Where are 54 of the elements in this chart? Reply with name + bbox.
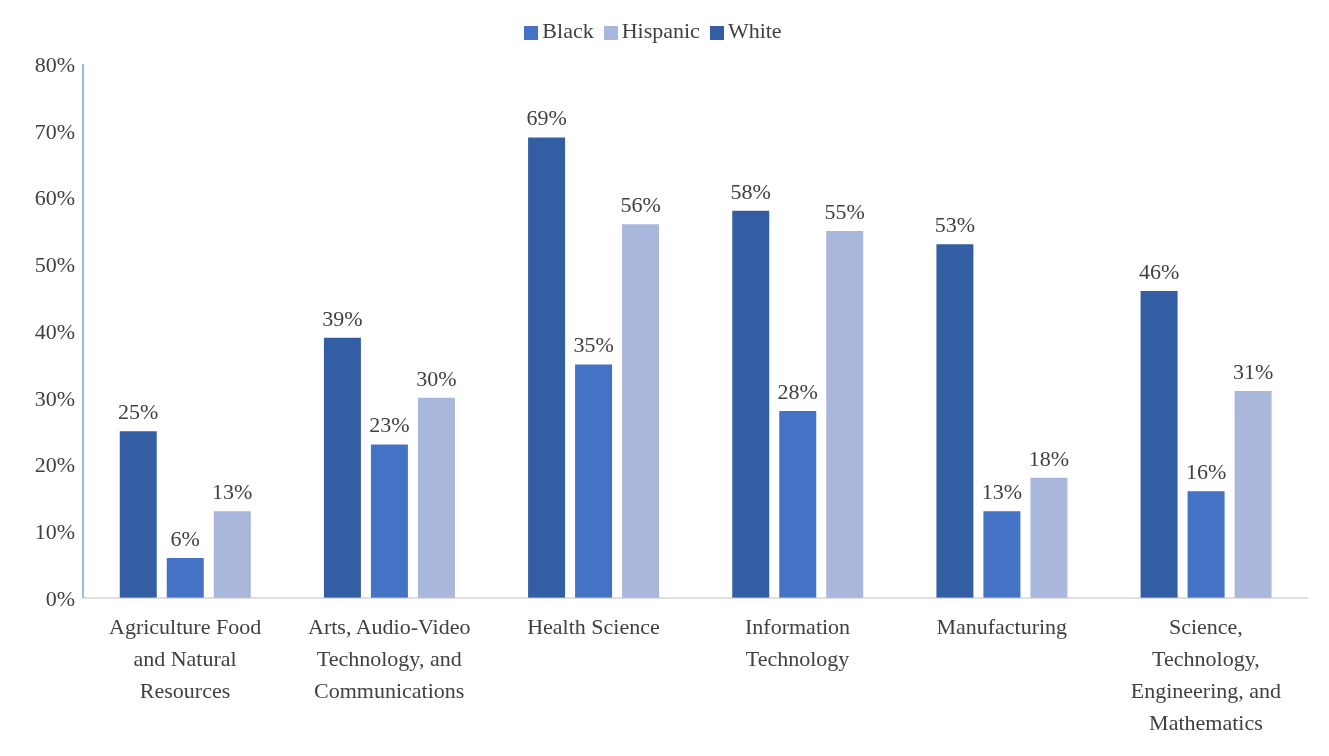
bar xyxy=(936,244,974,598)
data-label: 25% xyxy=(118,399,159,425)
bar xyxy=(1234,391,1272,598)
data-label: 23% xyxy=(369,412,410,438)
data-label: 55% xyxy=(824,198,865,224)
data-label: 31% xyxy=(1232,359,1274,385)
bar xyxy=(826,230,864,598)
bar xyxy=(1030,477,1068,598)
bar xyxy=(213,511,251,598)
bar xyxy=(732,210,770,598)
x-tick-label: Manufacturing xyxy=(936,613,1068,639)
data-label: 35% xyxy=(573,332,614,358)
y-tick-label: 80% xyxy=(34,51,75,77)
bar xyxy=(417,397,455,598)
bar xyxy=(119,431,157,598)
y-tick-label: 20% xyxy=(34,452,75,478)
data-label: 28% xyxy=(777,379,818,405)
bar xyxy=(1187,491,1225,598)
data-label: 16% xyxy=(1185,459,1227,485)
x-tick-label: Information Technology xyxy=(745,613,851,671)
data-label: 13% xyxy=(981,479,1023,505)
data-label: 46% xyxy=(1138,258,1180,284)
y-tick-label: 60% xyxy=(34,185,75,211)
y-tick-label: 10% xyxy=(34,519,75,545)
data-label: 6% xyxy=(170,525,200,551)
x-tick-label: Agriculture Food and Natural Resources xyxy=(109,613,262,703)
legend-label: Hispanic xyxy=(621,18,700,43)
x-tick-label: Health Science xyxy=(527,613,660,639)
bar xyxy=(166,557,204,598)
data-label: 58% xyxy=(730,178,771,204)
y-tick-label: 50% xyxy=(34,252,75,278)
x-tick-label: Science, Technology, Engineering, and Mathematics xyxy=(1130,613,1282,735)
data-label: 69% xyxy=(526,105,567,131)
y-tick-label: 0% xyxy=(45,585,75,611)
data-label: 18% xyxy=(1028,445,1070,471)
data-label: 30% xyxy=(416,365,457,391)
x-tick-label: Arts, Audio-Video Technology, and Communications xyxy=(308,613,471,703)
data-label: 39% xyxy=(322,305,363,331)
y-tick-label: 70% xyxy=(34,118,75,144)
bar xyxy=(323,337,361,598)
legend-label: White xyxy=(727,18,782,43)
bar xyxy=(622,224,660,598)
data-label: 56% xyxy=(620,192,661,218)
bar xyxy=(528,137,566,598)
y-tick-label: 30% xyxy=(34,385,75,411)
data-label: 53% xyxy=(934,212,976,238)
legend-label: Black xyxy=(542,18,594,43)
bar xyxy=(1140,290,1178,598)
bar xyxy=(575,364,613,598)
bar xyxy=(779,411,817,598)
data-label: 13% xyxy=(212,479,253,505)
y-tick-label: 40% xyxy=(34,318,75,344)
bar xyxy=(983,511,1021,598)
bar xyxy=(370,444,408,598)
